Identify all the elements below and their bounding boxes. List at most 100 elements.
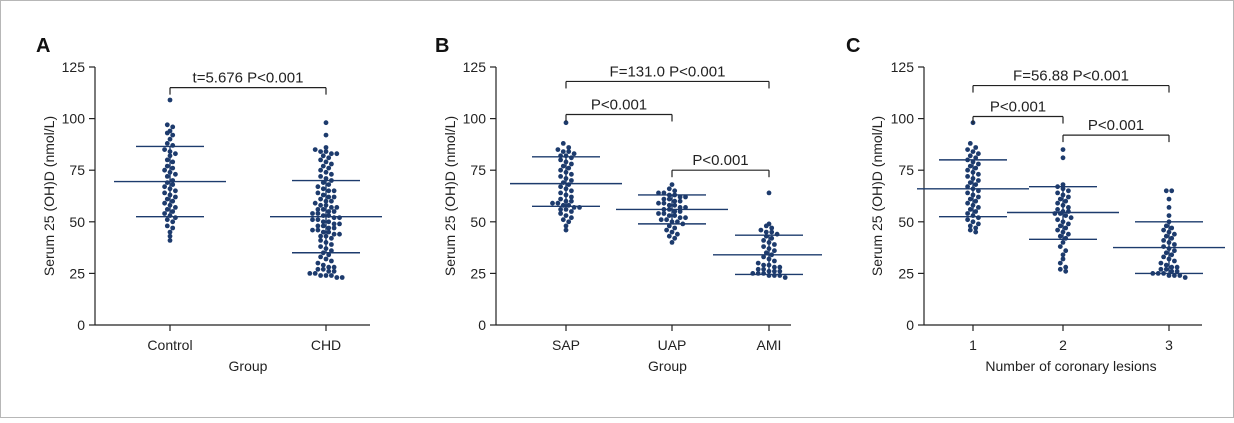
data-point bbox=[1166, 273, 1172, 278]
data-point bbox=[761, 244, 766, 250]
data-point bbox=[967, 153, 973, 159]
data-point bbox=[1172, 242, 1177, 247]
data-point bbox=[569, 209, 574, 214]
data-point bbox=[164, 141, 170, 146]
y-tick-label: 125 bbox=[891, 59, 915, 75]
data-point bbox=[973, 209, 979, 214]
data-point bbox=[569, 198, 574, 204]
x-tick-label: Control bbox=[147, 337, 192, 353]
x-tick-label: 3 bbox=[1165, 337, 1173, 353]
data-point bbox=[558, 196, 563, 202]
data-point bbox=[329, 273, 334, 278]
y-tick-label: 100 bbox=[463, 111, 487, 127]
data-point bbox=[664, 217, 669, 223]
data-point bbox=[1172, 248, 1177, 254]
data-point bbox=[1055, 207, 1060, 212]
significance-label: P<0.001 bbox=[692, 152, 748, 169]
data-point bbox=[315, 223, 321, 229]
data-point bbox=[672, 202, 678, 208]
data-point bbox=[164, 122, 170, 128]
data-point bbox=[318, 149, 323, 155]
data-point bbox=[315, 211, 321, 216]
data-point bbox=[973, 225, 979, 231]
data-point bbox=[1169, 235, 1175, 241]
data-point bbox=[782, 275, 788, 280]
data-point bbox=[558, 167, 563, 173]
data-point bbox=[965, 217, 970, 223]
data-point bbox=[162, 211, 168, 216]
data-point bbox=[772, 248, 777, 254]
data-point bbox=[312, 271, 318, 276]
data-point bbox=[1057, 244, 1063, 250]
data-point bbox=[162, 147, 168, 153]
x-axis-label: Number of coronary lesions bbox=[985, 358, 1156, 374]
x-axis-label: Group bbox=[229, 358, 268, 374]
data-point bbox=[320, 223, 326, 229]
data-point bbox=[318, 254, 323, 260]
data-point bbox=[329, 258, 334, 264]
data-point bbox=[170, 132, 176, 138]
data-point bbox=[973, 145, 979, 150]
data-point bbox=[320, 262, 326, 268]
data-point bbox=[167, 238, 173, 243]
data-point bbox=[164, 157, 170, 163]
data-point bbox=[329, 235, 334, 241]
data-point bbox=[1166, 196, 1172, 202]
data-point bbox=[334, 275, 340, 280]
data-point bbox=[326, 264, 332, 270]
data-point bbox=[326, 268, 332, 274]
data-point bbox=[555, 200, 561, 206]
data-point bbox=[320, 163, 326, 169]
data-point bbox=[326, 209, 332, 214]
data-point bbox=[1163, 262, 1169, 268]
data-point bbox=[1182, 275, 1188, 280]
data-point bbox=[323, 176, 329, 181]
data-point bbox=[170, 159, 176, 165]
data-point bbox=[558, 184, 563, 190]
data-point bbox=[331, 225, 337, 231]
data-point bbox=[337, 221, 342, 227]
data-point bbox=[162, 184, 168, 190]
data-point bbox=[656, 190, 661, 196]
data-point bbox=[976, 171, 981, 177]
data-point bbox=[976, 205, 981, 210]
data-point bbox=[558, 207, 563, 212]
data-point bbox=[1063, 213, 1069, 219]
data-point bbox=[170, 219, 176, 225]
data-point bbox=[550, 200, 555, 206]
significance-label: F=56.88 P<0.001 bbox=[1013, 68, 1129, 85]
data-point bbox=[170, 165, 176, 171]
data-point bbox=[772, 264, 777, 270]
data-point bbox=[569, 161, 574, 167]
data-point bbox=[1166, 205, 1172, 210]
data-point bbox=[1055, 217, 1060, 223]
data-point bbox=[1166, 213, 1172, 219]
data-point bbox=[315, 207, 321, 212]
data-point bbox=[1163, 266, 1169, 272]
y-tick-label: 50 bbox=[898, 214, 914, 230]
data-point bbox=[772, 242, 777, 247]
data-point bbox=[331, 221, 337, 227]
data-point bbox=[666, 202, 672, 208]
data-point bbox=[970, 219, 976, 225]
data-point bbox=[315, 190, 321, 196]
data-point bbox=[167, 229, 173, 235]
data-point bbox=[326, 252, 332, 258]
data-point bbox=[1060, 147, 1066, 153]
x-tick-label: CHD bbox=[311, 337, 341, 353]
data-point bbox=[162, 167, 168, 173]
data-point bbox=[326, 194, 332, 200]
y-tick-label: 0 bbox=[906, 317, 914, 333]
data-point bbox=[569, 188, 574, 194]
data-point bbox=[666, 196, 672, 202]
data-point bbox=[170, 209, 176, 214]
data-point bbox=[329, 248, 334, 254]
data-point bbox=[675, 219, 680, 225]
data-point bbox=[323, 256, 329, 262]
data-point bbox=[334, 205, 340, 210]
data-point bbox=[167, 97, 173, 103]
data-point bbox=[672, 209, 678, 214]
data-point bbox=[323, 132, 329, 138]
data-point bbox=[1063, 198, 1069, 204]
data-point bbox=[318, 233, 323, 239]
